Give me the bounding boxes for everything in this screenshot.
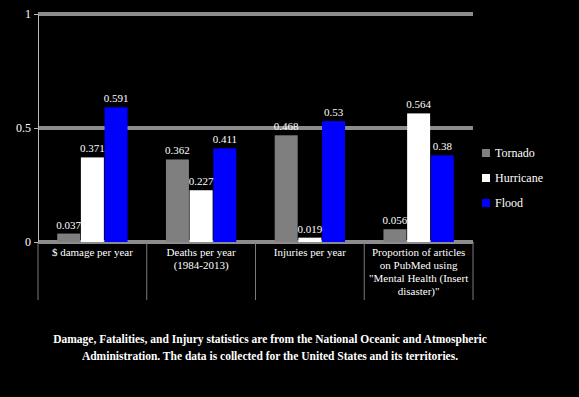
data-label: 0.38 bbox=[433, 140, 453, 152]
category-separators bbox=[38, 242, 473, 300]
bar bbox=[298, 238, 321, 242]
data-labels: 0.037 0.362 0.468 0.056 0.371 0.227 0.019 0.564… bbox=[56, 92, 452, 234]
separator bbox=[146, 242, 147, 300]
bar bbox=[105, 107, 128, 242]
tick: $ damage per year bbox=[52, 242, 133, 258]
separator bbox=[255, 242, 256, 300]
tick-label: 0.5 bbox=[16, 121, 31, 135]
bar bbox=[166, 159, 189, 242]
data-label: 0.468 bbox=[274, 120, 299, 132]
bar bbox=[322, 121, 345, 242]
bar bbox=[57, 234, 80, 242]
legend-swatch bbox=[482, 174, 490, 182]
bars bbox=[57, 107, 454, 242]
bar bbox=[275, 135, 298, 242]
category-label: $ damage per year bbox=[52, 246, 133, 258]
data-label: 0.591 bbox=[104, 92, 129, 104]
axis-line bbox=[34, 15, 39, 243]
category-label: Proportion of articleson PubMed using"Me… bbox=[369, 246, 468, 298]
category-label: Deaths per year(1984-2013) bbox=[167, 246, 236, 272]
bar bbox=[407, 113, 430, 242]
legend-label: Hurricane bbox=[495, 171, 543, 185]
axis-line bbox=[39, 242, 474, 243]
tick: Deaths per year(1984-2013) bbox=[167, 242, 236, 272]
data-label: 0.53 bbox=[324, 106, 344, 118]
tick: 0 bbox=[25, 235, 38, 249]
tick-mark bbox=[34, 128, 38, 129]
tick: Proportion of articleson PubMed using"Me… bbox=[369, 242, 468, 298]
tick-mark bbox=[34, 14, 38, 15]
grid-line bbox=[38, 12, 473, 16]
separator bbox=[473, 242, 474, 300]
data-label: 0.411 bbox=[213, 133, 237, 145]
bar bbox=[190, 190, 213, 242]
tick-mark bbox=[34, 242, 38, 243]
legend-label: Flood bbox=[495, 196, 523, 210]
data-label: 0.564 bbox=[406, 98, 431, 110]
legend-swatch bbox=[482, 149, 490, 157]
data-label: 0.019 bbox=[298, 223, 323, 235]
bar bbox=[213, 148, 236, 242]
bar bbox=[81, 157, 104, 242]
separator bbox=[38, 242, 39, 300]
tick: 1 bbox=[25, 7, 38, 21]
tick-label: 1 bbox=[25, 7, 31, 21]
tick: 0.5 bbox=[16, 121, 38, 135]
category-label: Injuries per year bbox=[274, 246, 346, 258]
data-label: 0.037 bbox=[56, 219, 81, 231]
data-label: 0.227 bbox=[189, 175, 214, 187]
bar bbox=[431, 155, 454, 242]
separator bbox=[364, 242, 365, 300]
legend: Tornado Hurricane Flood bbox=[482, 146, 543, 210]
data-label: 0.056 bbox=[383, 214, 408, 226]
data-label: 0.371 bbox=[80, 142, 105, 154]
caption: Damage, Fatalities, and Injury statistic… bbox=[53, 333, 487, 362]
x-axis: $ damage per year Deaths per year(1984-20… bbox=[39, 242, 474, 298]
chart: 00.51$ damage per yearDeaths per year(19… bbox=[0, 0, 579, 397]
background bbox=[0, 0, 579, 397]
tick-label: 0 bbox=[25, 235, 31, 249]
data-label: 0.362 bbox=[165, 144, 190, 156]
tick: Injuries per year bbox=[274, 242, 346, 258]
grid bbox=[38, 14, 473, 242]
legend-label: Tornado bbox=[495, 146, 535, 160]
legend-swatch bbox=[482, 199, 490, 207]
bar bbox=[383, 229, 406, 242]
y-axis: 00.51 bbox=[16, 7, 39, 249]
